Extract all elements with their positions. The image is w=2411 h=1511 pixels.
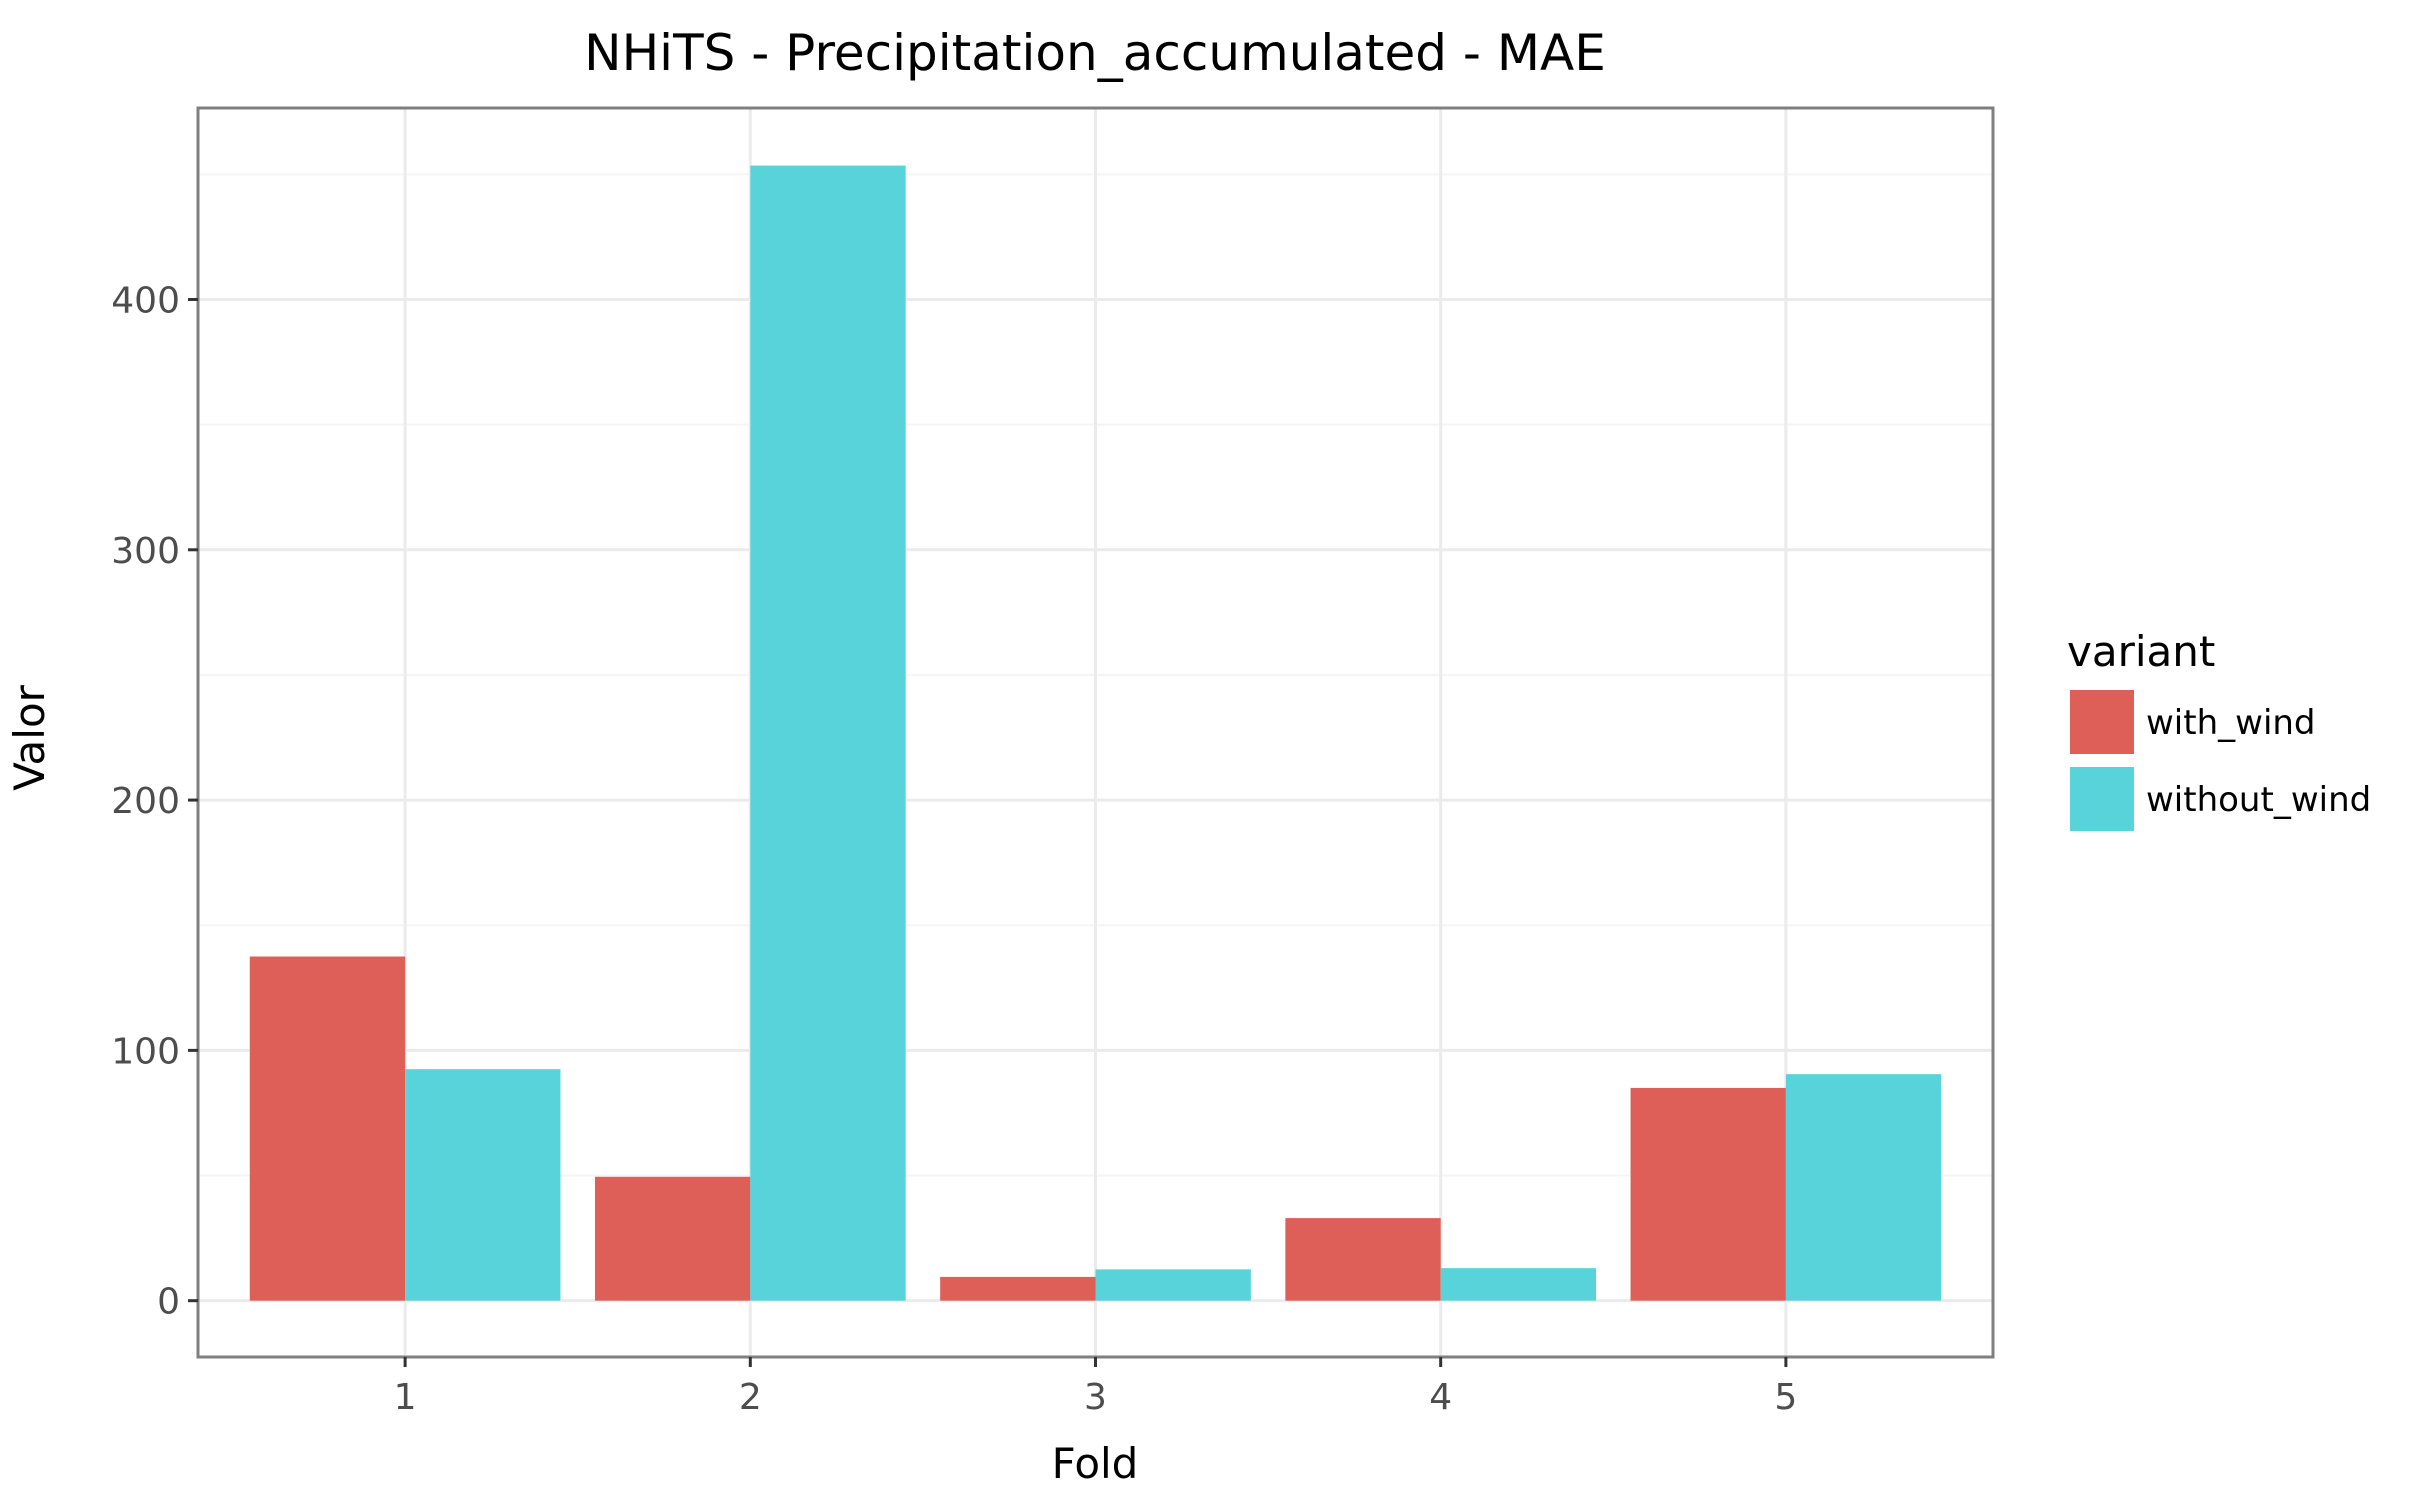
legend-key-with_wind bbox=[2070, 690, 2134, 754]
x-tick-label: 2 bbox=[739, 1377, 762, 1418]
bar-with_wind-fold-3 bbox=[940, 1276, 1096, 1301]
bar-with_wind-fold-5 bbox=[1630, 1087, 1786, 1301]
y-tick-label: 200 bbox=[111, 781, 180, 822]
bar-without_wind-fold-5 bbox=[1785, 1074, 1942, 1301]
legend-key-without_wind bbox=[2070, 767, 2134, 831]
bar-with_wind-fold-4 bbox=[1285, 1218, 1441, 1301]
y-tick-label: 400 bbox=[111, 280, 180, 321]
bar-without_wind-fold-4 bbox=[1440, 1268, 1597, 1301]
axis-ticks: 0 100 200 300 400 1 2 3 4 5 bbox=[111, 280, 1797, 1418]
x-tick-label: 4 bbox=[1429, 1377, 1452, 1418]
x-axis-title: Fold bbox=[1052, 1439, 1139, 1488]
bar-with_wind-fold-1 bbox=[249, 956, 406, 1301]
bar-with_wind-fold-2 bbox=[594, 1176, 751, 1301]
y-tick-label: 0 bbox=[157, 1282, 180, 1323]
legend-title: variant bbox=[2067, 627, 2215, 676]
y-tick-label: 100 bbox=[111, 1031, 180, 1072]
y-tick-label: 300 bbox=[111, 531, 180, 572]
legend-label-without_wind: without_wind bbox=[2146, 780, 2371, 820]
bar-without_wind-fold-2 bbox=[750, 165, 906, 1301]
bars bbox=[249, 165, 1942, 1301]
legend: variant with_wind without_wind bbox=[2067, 627, 2371, 831]
x-tick-label: 1 bbox=[394, 1377, 417, 1418]
x-tick-label: 5 bbox=[1774, 1377, 1797, 1418]
x-tick-label: 3 bbox=[1084, 1377, 1107, 1418]
chart-title: NHiTS - Precipitation_accumulated - MAE bbox=[584, 24, 1606, 82]
legend-label-with_wind: with_wind bbox=[2146, 703, 2316, 743]
bar-without_wind-fold-1 bbox=[405, 1069, 561, 1301]
bar-without_wind-fold-3 bbox=[1095, 1269, 1251, 1301]
y-axis-title: Valor bbox=[5, 684, 54, 791]
